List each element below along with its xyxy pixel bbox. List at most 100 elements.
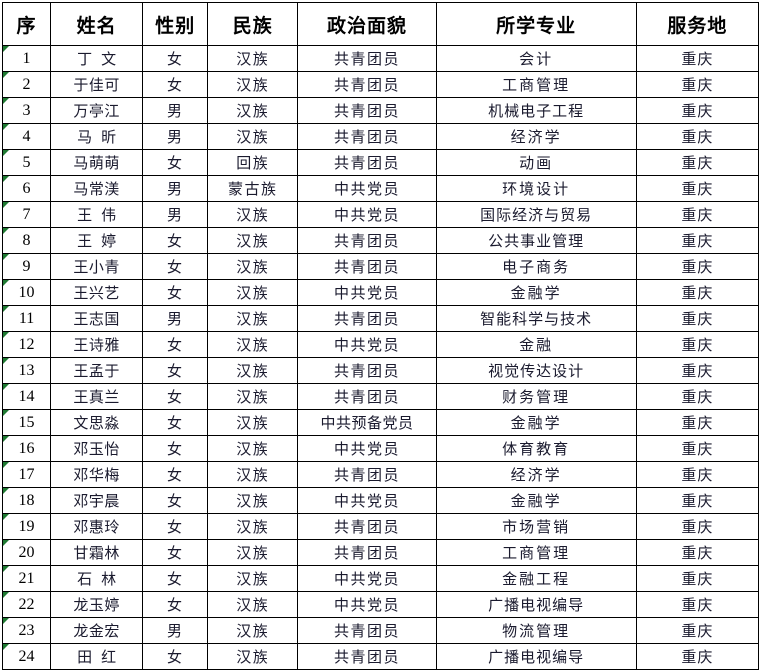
- cell-politics[interactable]: 中共党员: [297, 565, 437, 592]
- table-row[interactable]: 4 马昕男汉族 共青团员 经济学 重庆: [1, 123, 760, 150]
- cell-ethnic[interactable]: 汉族: [207, 383, 299, 410]
- cell-name[interactable]: 王真兰: [50, 383, 144, 410]
- cell-index[interactable]: 4: [1, 123, 52, 150]
- cell-major[interactable]: 经济学: [435, 461, 637, 488]
- cell-politics[interactable]: 中共预备党员: [297, 409, 437, 436]
- cell-politics[interactable]: 共青团员: [297, 253, 437, 280]
- cell-place[interactable]: 重庆: [635, 279, 760, 306]
- cell-politics[interactable]: 共青团员: [297, 643, 437, 670]
- cell-name[interactable]: 于佳可: [50, 71, 144, 98]
- cell-major[interactable]: 公共事业管理: [435, 227, 637, 254]
- cell-gender[interactable]: 女: [142, 409, 209, 436]
- cell-name[interactable]: 马昕: [50, 123, 144, 150]
- cell-name[interactable]: 王诗雅: [50, 331, 144, 358]
- cell-place[interactable]: 重庆: [635, 539, 760, 566]
- cell-ethnic[interactable]: 汉族: [207, 71, 299, 98]
- cell-gender[interactable]: 女: [142, 461, 209, 488]
- cell-politics[interactable]: 中共党员: [297, 201, 437, 228]
- cell-politics[interactable]: 共青团员: [297, 97, 437, 124]
- cell-name[interactable]: 龙金宏: [50, 617, 144, 644]
- cell-ethnic[interactable]: 回族: [207, 149, 299, 176]
- cell-ethnic[interactable]: 汉族: [207, 513, 299, 540]
- cell-major[interactable]: 动画: [435, 149, 637, 176]
- table-row[interactable]: 8 王婷女汉族 共青团员 公共事业管理 重庆: [1, 227, 760, 254]
- cell-major[interactable]: 广播电视编导: [435, 591, 637, 618]
- cell-major[interactable]: 电子商务: [435, 253, 637, 280]
- column-header-gender[interactable]: 性别: [142, 2, 209, 46]
- cell-gender[interactable]: 女: [142, 357, 209, 384]
- cell-place[interactable]: 重庆: [635, 175, 760, 202]
- table-row[interactable]: 18 邓宇晨女汉族 中共党员 金融学 重庆: [1, 487, 760, 514]
- cell-name[interactable]: 王伟: [50, 201, 144, 228]
- table-row[interactable]: 17 邓华梅女汉族 共青团员 经济学 重庆: [1, 461, 760, 488]
- table-row[interactable]: 6 马常渼男蒙古族 中共党员 环境设计 重庆: [1, 175, 760, 202]
- cell-index[interactable]: 24: [1, 643, 52, 670]
- cell-index[interactable]: 17: [1, 461, 52, 488]
- cell-politics[interactable]: 中共党员: [297, 175, 437, 202]
- cell-place[interactable]: 重庆: [635, 591, 760, 618]
- cell-major[interactable]: 金融工程: [435, 565, 637, 592]
- cell-major[interactable]: 工商管理: [435, 71, 637, 98]
- cell-major[interactable]: 金融学: [435, 487, 637, 514]
- cell-ethnic[interactable]: 汉族: [207, 435, 299, 462]
- cell-major[interactable]: 国际经济与贸易: [435, 201, 637, 228]
- cell-major[interactable]: 经济学: [435, 123, 637, 150]
- cell-name[interactable]: 丁文: [50, 45, 144, 72]
- cell-gender[interactable]: 女: [142, 149, 209, 176]
- column-header-name[interactable]: 姓名: [50, 2, 144, 46]
- table-row[interactable]: 2 于佳可女汉族 共青团员 工商管理 重庆: [1, 71, 760, 98]
- cell-gender[interactable]: 男: [142, 305, 209, 332]
- cell-name[interactable]: 甘霜林: [50, 539, 144, 566]
- cell-major[interactable]: 会计: [435, 45, 637, 72]
- cell-politics[interactable]: 中共党员: [297, 279, 437, 306]
- table-row[interactable]: 12 王诗雅女汉族 中共党员 金融 重庆: [1, 331, 760, 358]
- cell-name[interactable]: 王孟于: [50, 357, 144, 384]
- cell-gender[interactable]: 女: [142, 331, 209, 358]
- cell-index[interactable]: 7: [1, 201, 52, 228]
- cell-ethnic[interactable]: 汉族: [207, 201, 299, 228]
- cell-place[interactable]: 重庆: [635, 487, 760, 514]
- cell-ethnic[interactable]: 汉族: [207, 461, 299, 488]
- cell-major[interactable]: 视觉传达设计: [435, 357, 637, 384]
- cell-gender[interactable]: 女: [142, 513, 209, 540]
- cell-politics[interactable]: 共青团员: [297, 357, 437, 384]
- cell-place[interactable]: 重庆: [635, 461, 760, 488]
- cell-place[interactable]: 重庆: [635, 123, 760, 150]
- cell-index[interactable]: 12: [1, 331, 52, 358]
- cell-gender[interactable]: 女: [142, 591, 209, 618]
- column-header-place[interactable]: 服务地: [635, 2, 760, 46]
- table-row[interactable]: 22 龙玉婷女汉族 中共党员 广播电视编导 重庆: [1, 591, 760, 618]
- cell-gender[interactable]: 男: [142, 97, 209, 124]
- cell-gender[interactable]: 女: [142, 227, 209, 254]
- cell-major[interactable]: 市场营销: [435, 513, 637, 540]
- column-header-index[interactable]: 序: [1, 2, 52, 46]
- column-header-politics[interactable]: 政治面貌: [297, 2, 437, 46]
- cell-name[interactable]: 王小青: [50, 253, 144, 280]
- cell-index[interactable]: 1: [1, 45, 52, 72]
- cell-name[interactable]: 马常渼: [50, 175, 144, 202]
- cell-index[interactable]: 5: [1, 149, 52, 176]
- cell-politics[interactable]: 共青团员: [297, 305, 437, 332]
- cell-place[interactable]: 重庆: [635, 253, 760, 280]
- cell-ethnic[interactable]: 汉族: [207, 487, 299, 514]
- table-row[interactable]: 3 万亭江男汉族 共青团员 机械电子工程 重庆: [1, 97, 760, 124]
- cell-ethnic[interactable]: 汉族: [207, 539, 299, 566]
- cell-index[interactable]: 20: [1, 539, 52, 566]
- cell-ethnic[interactable]: 汉族: [207, 305, 299, 332]
- table-row[interactable]: 19 邓惠玲女汉族 共青团员 市场营销 重庆: [1, 513, 760, 540]
- table-row[interactable]: 7 王伟男汉族 中共党员 国际经济与贸易 重庆: [1, 201, 760, 228]
- cell-politics[interactable]: 共青团员: [297, 539, 437, 566]
- cell-name[interactable]: 石林: [50, 565, 144, 592]
- cell-gender[interactable]: 女: [142, 643, 209, 670]
- table-row[interactable]: 9 王小青女汉族 共青团员 电子商务 重庆: [1, 253, 760, 280]
- cell-gender[interactable]: 男: [142, 617, 209, 644]
- cell-place[interactable]: 重庆: [635, 227, 760, 254]
- table-row[interactable]: 5 马萌萌女回族 共青团员 动画 重庆: [1, 149, 760, 176]
- cell-index[interactable]: 14: [1, 383, 52, 410]
- cell-name[interactable]: 王志国: [50, 305, 144, 332]
- cell-name[interactable]: 万亭江: [50, 97, 144, 124]
- cell-gender[interactable]: 女: [142, 71, 209, 98]
- cell-name[interactable]: 马萌萌: [50, 149, 144, 176]
- cell-place[interactable]: 重庆: [635, 409, 760, 436]
- cell-gender[interactable]: 女: [142, 383, 209, 410]
